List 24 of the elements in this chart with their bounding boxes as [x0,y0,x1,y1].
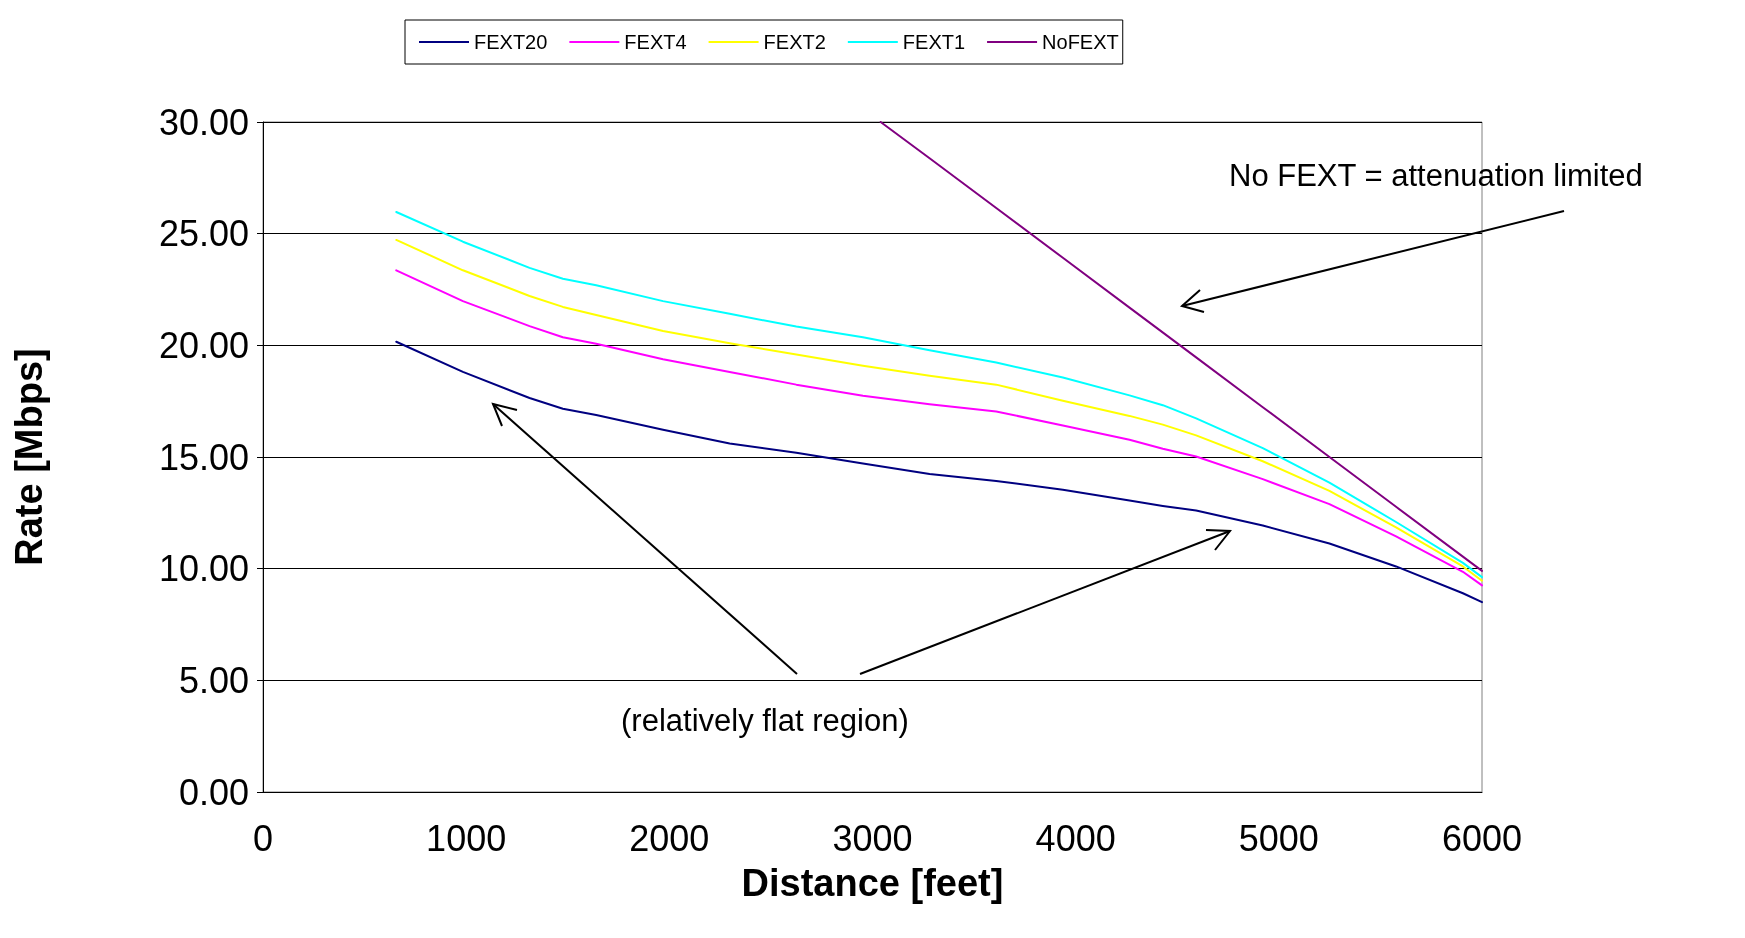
legend-label: NoFEXT [1042,31,1119,53]
x-tick-label: 5000 [1238,817,1319,859]
x-tick-label: 0 [252,817,274,859]
y-tick-label: 5.00 [178,659,249,701]
y-tick-label: 20.00 [158,324,249,366]
x-tick-label: 6000 [1441,817,1523,859]
x-tick-label: 1000 [426,817,507,859]
y-tick-label: 25.00 [158,213,249,255]
x-tick-label: 3000 [832,817,913,859]
y-tick-label: 10.00 [158,548,249,590]
legend-label: FEXT4 [624,31,687,53]
legend-label: FEXT2 [763,31,826,53]
y-axis-title: Rate [Mbps] [8,348,50,566]
x-tick-label: 4000 [1035,817,1116,859]
x-tick-label: 2000 [629,817,710,859]
y-tick-label: 15.00 [158,436,249,478]
y-tick-label: 0.00 [178,771,249,813]
legend-label: FEXT20 [474,31,548,53]
legend-label: FEXT1 [902,31,966,53]
x-axis-title: Distance [feet] [741,862,1004,904]
line-series [395,340,1483,604]
annotation: No FEXT = attenuation limited [1229,158,1643,193]
y-tick-label: 30.00 [158,101,249,143]
annotation: (relatively flat region) [621,703,909,738]
